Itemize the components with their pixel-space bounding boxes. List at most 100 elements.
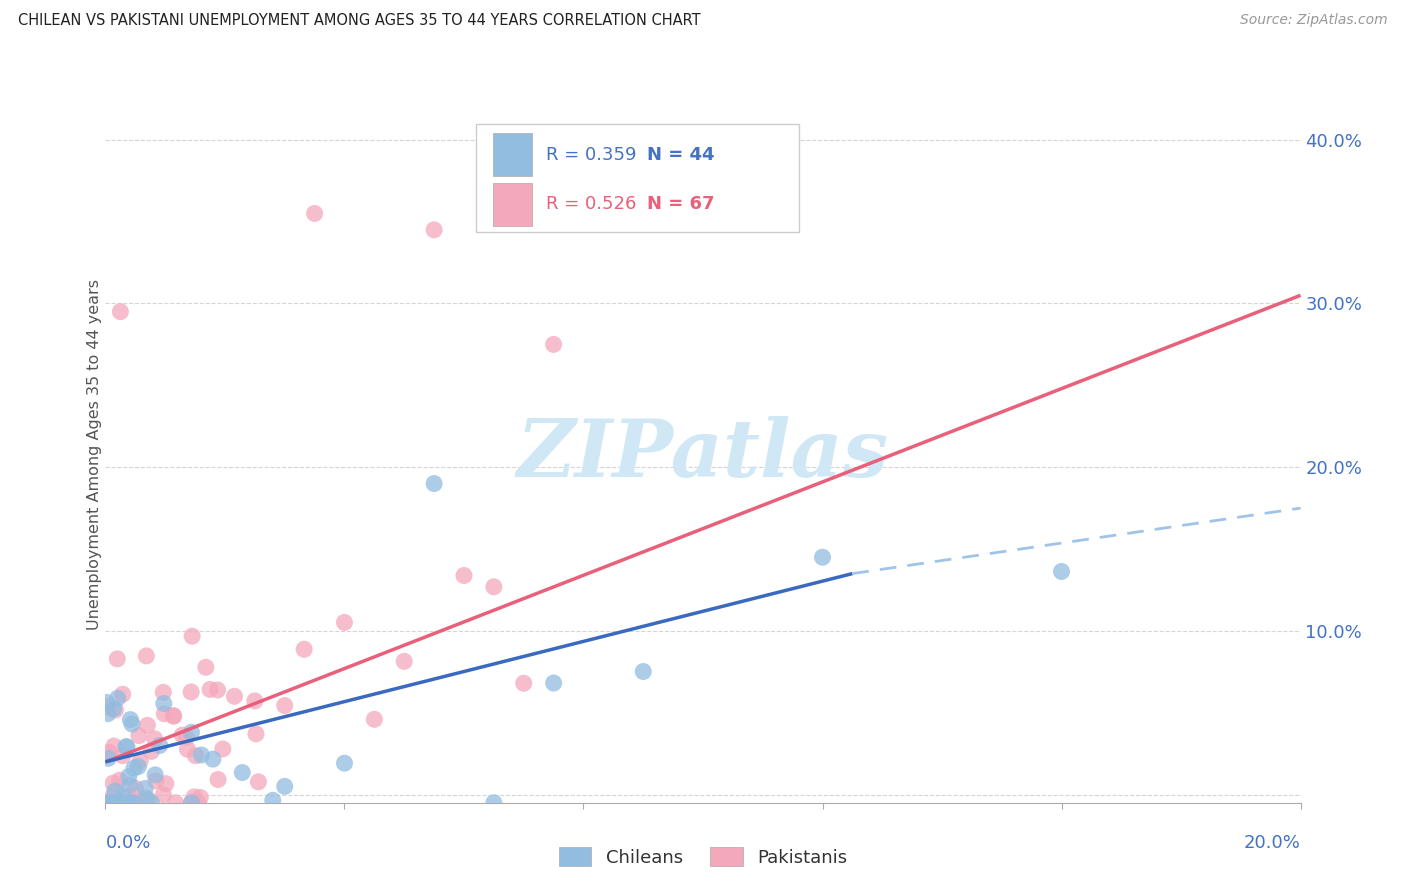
Point — [143, 731, 166, 746]
Y-axis label: Unemployment Among Ages 35 to 44 years: Unemployment Among Ages 35 to 44 years — [87, 279, 101, 631]
Point — [111, 789, 134, 804]
Legend: Chileans, Pakistanis: Chileans, Pakistanis — [551, 839, 855, 874]
Point — [176, 742, 198, 756]
Point — [176, 731, 198, 745]
Text: R = 0.526: R = 0.526 — [547, 195, 637, 213]
Text: N = 44: N = 44 — [648, 145, 716, 163]
Point — [152, 788, 174, 802]
Point — [118, 770, 141, 784]
Point — [141, 744, 163, 758]
Point — [181, 629, 204, 643]
Point — [104, 703, 127, 717]
Point — [211, 742, 233, 756]
Point — [245, 727, 267, 741]
Point — [482, 580, 505, 594]
Point — [96, 699, 118, 714]
Point — [138, 793, 160, 807]
Point — [180, 796, 202, 810]
Point — [136, 718, 159, 732]
Point — [262, 793, 284, 807]
Point — [98, 745, 121, 759]
Point — [111, 687, 134, 701]
Point — [153, 697, 176, 711]
Point — [103, 701, 125, 715]
Point — [97, 706, 120, 721]
Point — [107, 691, 129, 706]
Point — [110, 304, 132, 318]
Text: R = 0.359: R = 0.359 — [547, 145, 637, 163]
Point — [100, 796, 122, 810]
Point — [125, 796, 148, 810]
Point — [194, 660, 217, 674]
Point — [394, 654, 416, 668]
Point — [118, 778, 141, 792]
Point — [543, 337, 565, 351]
Point — [184, 748, 207, 763]
Point — [143, 768, 166, 782]
Point — [124, 781, 146, 796]
Point — [423, 223, 446, 237]
Point — [180, 725, 202, 739]
Point — [97, 796, 120, 810]
Point — [122, 761, 145, 775]
Point — [149, 739, 172, 753]
Point — [120, 796, 142, 810]
Point — [207, 682, 229, 697]
Point — [97, 796, 120, 810]
Point — [103, 739, 125, 753]
Point — [153, 706, 176, 721]
Point — [201, 752, 224, 766]
Point — [141, 796, 163, 810]
Point — [96, 696, 118, 710]
Point — [247, 774, 270, 789]
Point — [128, 729, 150, 743]
Point — [165, 796, 187, 810]
Text: 0.0%: 0.0% — [105, 834, 150, 852]
Point — [811, 550, 834, 565]
Point — [105, 652, 128, 666]
Point — [243, 694, 266, 708]
Point — [145, 773, 167, 788]
Point — [152, 685, 174, 699]
Point — [124, 796, 146, 810]
Point — [188, 790, 211, 805]
Point — [135, 648, 157, 663]
Point — [163, 709, 186, 723]
Point — [224, 690, 246, 704]
Point — [274, 780, 297, 794]
Point — [274, 698, 297, 713]
Point — [423, 476, 446, 491]
Point — [120, 713, 142, 727]
Point — [333, 756, 356, 771]
Point — [96, 796, 118, 810]
Point — [135, 791, 157, 805]
Point — [103, 796, 125, 810]
Point — [172, 728, 194, 742]
Point — [183, 789, 205, 804]
Point — [104, 796, 127, 810]
Point — [198, 682, 221, 697]
Point — [101, 776, 124, 790]
Text: Source: ZipAtlas.com: Source: ZipAtlas.com — [1240, 13, 1388, 28]
Point — [122, 796, 145, 810]
Point — [190, 747, 212, 762]
Point — [180, 685, 202, 699]
Point — [482, 796, 505, 810]
Point — [292, 642, 315, 657]
Point — [108, 796, 131, 810]
Point — [101, 789, 124, 804]
Point — [180, 796, 202, 810]
Point — [633, 665, 655, 679]
Point — [115, 739, 138, 754]
Point — [162, 708, 184, 723]
Point — [117, 796, 139, 810]
Text: N = 67: N = 67 — [648, 195, 716, 213]
Point — [333, 615, 356, 630]
Point — [104, 796, 127, 810]
Point — [231, 765, 253, 780]
Point — [108, 773, 131, 788]
Text: CHILEAN VS PAKISTANI UNEMPLOYMENT AMONG AGES 35 TO 44 YEARS CORRELATION CHART: CHILEAN VS PAKISTANI UNEMPLOYMENT AMONG … — [18, 13, 702, 29]
Point — [127, 759, 149, 773]
Point — [543, 676, 565, 690]
Point — [111, 796, 134, 810]
